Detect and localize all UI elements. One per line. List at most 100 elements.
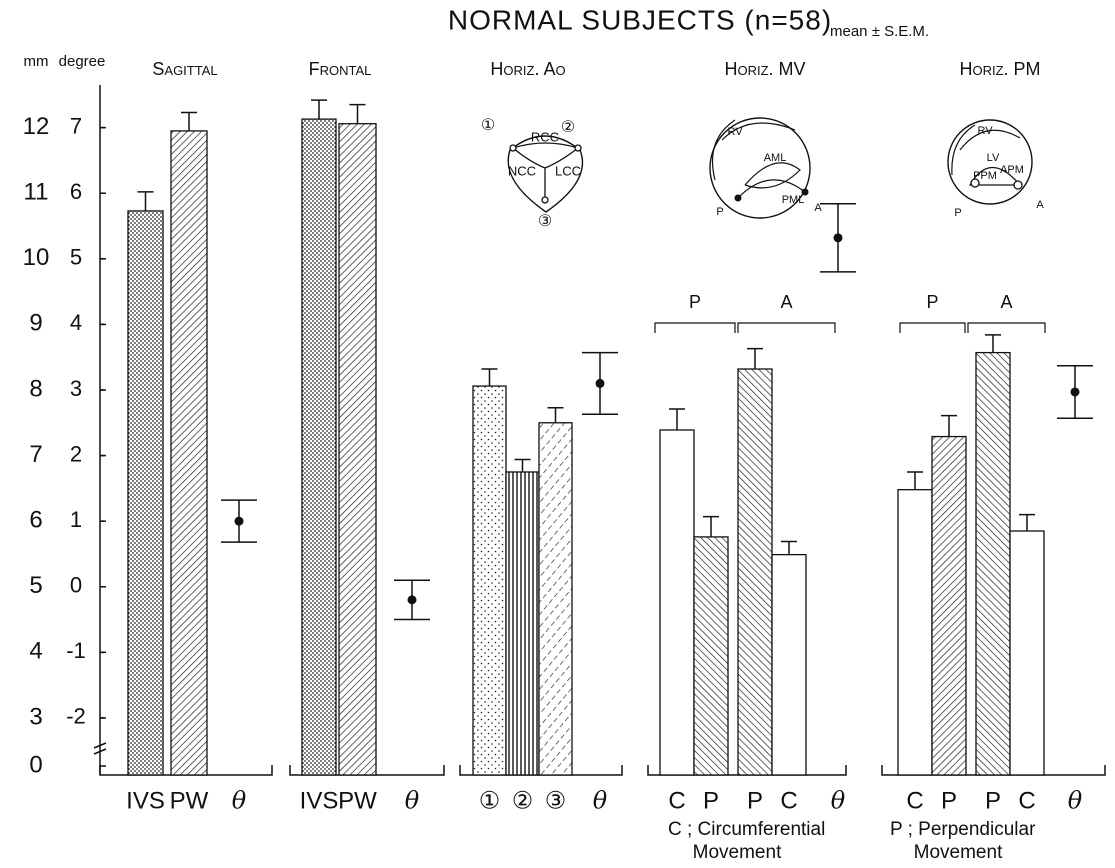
bar — [898, 490, 932, 775]
y-tick-label: 4 — [29, 638, 42, 665]
error-bar — [138, 192, 154, 211]
x-tick-label: P — [941, 787, 957, 814]
y-tick-label: 5 — [29, 572, 42, 599]
y-tick-label: 8 — [29, 375, 42, 402]
inset-label: ② — [561, 119, 575, 136]
y-axis-label: mm — [24, 53, 49, 70]
inset-label: P — [954, 207, 961, 219]
theta-point — [235, 517, 244, 526]
x-tick-label: IVS — [300, 787, 339, 814]
group-bracket — [900, 323, 965, 333]
inset-point — [1014, 181, 1022, 189]
theta-label: θ — [405, 787, 420, 815]
group-label: A — [780, 292, 792, 312]
error-bar — [1019, 515, 1035, 531]
theta-label: θ — [593, 787, 608, 815]
panel-title: Horiz. MV — [724, 59, 805, 79]
theta-point — [596, 379, 605, 388]
panel-title: Horiz. Ao — [490, 59, 565, 79]
inset-label: ① — [481, 117, 495, 134]
theta-point — [1071, 387, 1080, 396]
error-bar — [907, 472, 923, 490]
y-tick-label: 12 — [23, 113, 50, 140]
x-tick-label: ② — [512, 787, 534, 814]
error-bar — [181, 113, 197, 131]
x-tick-label: C — [668, 787, 685, 814]
y2-tick-label: 6 — [70, 179, 82, 204]
inset-label: AML — [764, 152, 787, 164]
panel-title: Horiz. PM — [959, 59, 1040, 79]
bar — [1010, 531, 1044, 775]
inset-label: A — [1036, 199, 1044, 211]
group-bracket — [655, 323, 735, 333]
bar — [539, 423, 572, 775]
group-bracket — [738, 323, 835, 333]
y-tick-label: 6 — [29, 507, 42, 534]
bar — [694, 537, 728, 775]
y2-tick-label: -1 — [66, 638, 86, 663]
y-tick-label: 0 — [29, 751, 42, 778]
bar — [171, 131, 207, 775]
inset-point — [510, 145, 516, 151]
x-tick-label: PW — [170, 787, 209, 814]
inset-label: LV — [987, 152, 1000, 164]
x-tick-label: ③ — [545, 787, 567, 814]
bar — [128, 211, 163, 775]
y2-tick-label: 0 — [70, 573, 82, 598]
theta-label: θ — [232, 787, 247, 815]
bar — [473, 386, 506, 775]
panel-title: Frontal — [309, 59, 372, 79]
bar — [772, 555, 806, 775]
error-bar — [941, 416, 957, 437]
error-bar — [747, 349, 763, 369]
chart-subtitle: mean ± S.E.M. — [830, 23, 929, 40]
error-bar — [515, 460, 531, 472]
chart: NORMAL SUBJECTS (n=58) mean ± S.E.M. mm … — [0, 0, 1115, 868]
error-bar — [350, 105, 366, 124]
error-bar — [703, 517, 719, 537]
inset-label: RV — [727, 126, 743, 138]
y2-tick-label: -2 — [66, 704, 86, 729]
footnote: Movement — [914, 842, 1003, 863]
theta-point — [408, 595, 417, 604]
y2-tick-label: 3 — [70, 376, 82, 401]
bar — [339, 124, 376, 775]
inset-label: RV — [977, 125, 993, 137]
error-bar — [548, 408, 564, 423]
bar — [302, 119, 336, 775]
error-bar — [482, 369, 498, 386]
x-tick-label: P — [985, 787, 1001, 814]
group-label: P — [926, 292, 938, 312]
inset-point — [575, 145, 581, 151]
error-bar — [669, 409, 685, 430]
theta-label: θ — [1068, 787, 1083, 815]
error-bar — [781, 542, 797, 555]
x-tick-label: C — [780, 787, 797, 814]
x-tick-label: P — [747, 787, 763, 814]
group-label: A — [1000, 292, 1012, 312]
footnote: Movement — [693, 842, 782, 863]
y-tick-label: 9 — [29, 310, 42, 337]
x-tick-label: PW — [338, 787, 377, 814]
group-bracket — [968, 323, 1045, 333]
theta-label: θ — [831, 787, 846, 815]
y-tick-label: 11 — [24, 179, 49, 206]
inset-label: PML — [782, 194, 805, 206]
y-tick-label: 3 — [29, 703, 42, 730]
bar — [932, 437, 966, 775]
inset-label: ③ — [538, 213, 552, 230]
panel-title: Sagittal — [152, 59, 217, 79]
inset-point — [735, 195, 742, 202]
footnote: P ; Perpendicular — [890, 819, 1036, 840]
inset-label: P — [716, 206, 723, 218]
group-label: P — [689, 292, 701, 312]
y-tick-label: 7 — [29, 441, 42, 468]
y2-tick-label: 4 — [70, 310, 82, 335]
y2-tick-label: 1 — [70, 507, 82, 532]
inset-label: LCC — [555, 163, 581, 178]
y2-tick-label: 7 — [70, 113, 82, 138]
error-bar — [985, 335, 1001, 353]
bar — [976, 353, 1010, 775]
inset-label: NCC — [508, 163, 536, 178]
bar — [660, 430, 694, 775]
